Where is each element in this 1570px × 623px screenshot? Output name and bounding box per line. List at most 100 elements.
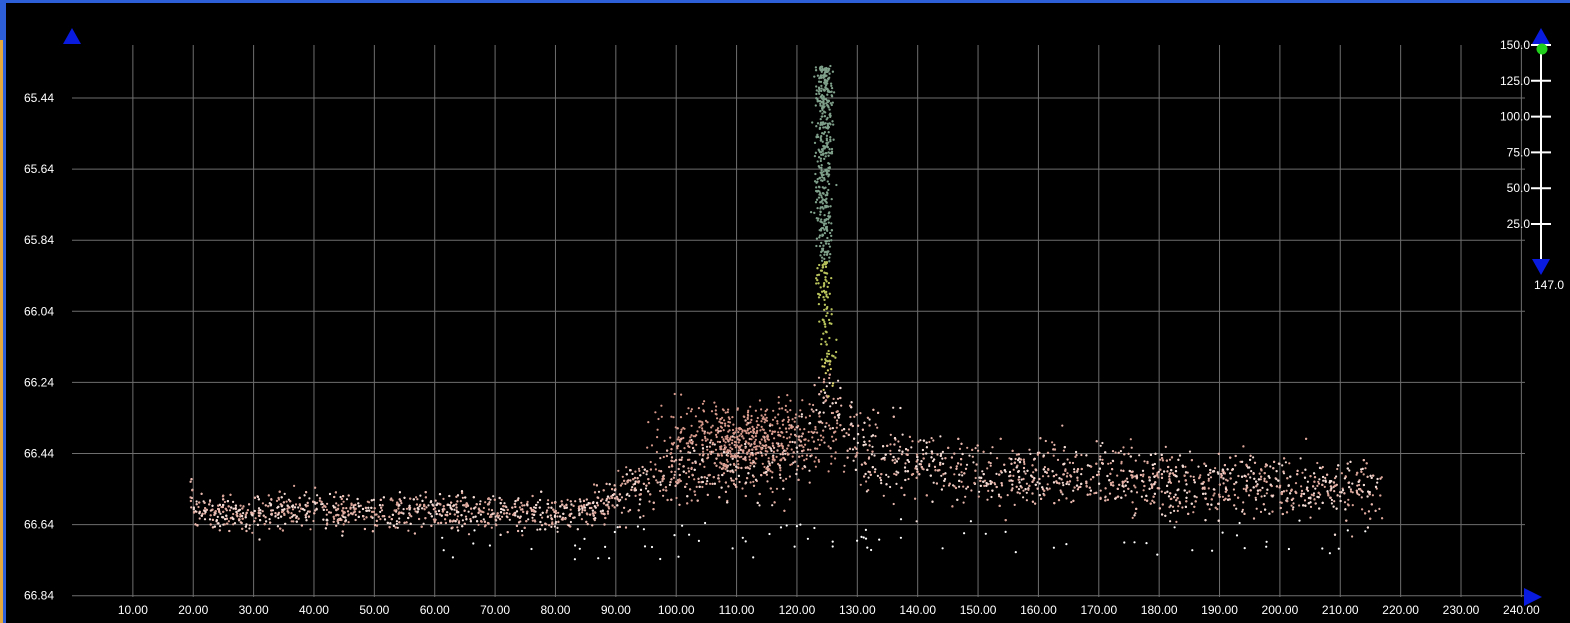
scatter-point [217,522,220,525]
scatter-point [1204,492,1207,495]
scatter-point [1012,474,1015,477]
scatter-point [1031,500,1034,503]
scatter-point [1323,485,1326,488]
scatter-point [361,507,365,511]
scatter-point [232,500,235,503]
scatter-point [889,433,892,436]
scatter-point [1058,482,1061,485]
scatter-point [379,518,382,521]
scatter-point [313,501,316,504]
scatter-point [209,514,212,517]
scatter-point [1207,487,1210,490]
scatter-point [559,515,562,518]
scatter-point [911,440,914,443]
scatter-point [394,526,397,529]
scatter-point [222,516,225,519]
scatter-point [1041,488,1045,491]
scatter-point [625,466,628,469]
scatter-point [1286,497,1289,500]
scatter-point [1329,485,1332,488]
scatter-point [695,485,698,488]
scatter-point [857,433,860,436]
scatter-point [427,511,430,514]
scatter-point [769,447,772,450]
scatter-point [218,529,221,532]
scatter-point [232,523,235,526]
scatter-point [224,518,227,521]
scatter-point [955,467,958,470]
scatter-point [836,419,839,422]
scatter-point [1099,444,1102,447]
scatter-point [1051,441,1054,444]
scatter-point [1260,475,1263,478]
scatter-point [464,515,468,518]
scatter-point [765,473,769,476]
scatter-point [639,516,642,519]
scatter-point [1343,501,1347,504]
scatter-point [434,510,437,513]
scatter-point [1360,470,1363,473]
scatter-point [479,500,482,503]
scatter-point [341,509,344,512]
scatter-point [1304,468,1307,471]
scatter-point [532,509,535,512]
scatter-point [1330,480,1333,483]
scatter-point [280,496,283,499]
scatter-point [901,450,904,453]
scatter-point [742,457,745,461]
scatter-point [1222,477,1225,480]
scatter-point [550,525,553,529]
scatter-point [552,508,555,511]
scatter-point [578,512,581,515]
scatter-point [349,506,352,509]
scatter-point [1098,482,1101,485]
scatter-point [1076,468,1080,471]
scatter-point [958,485,961,488]
scatter-point [980,476,983,479]
scatter-point [1316,484,1319,487]
scatter-point [1062,449,1065,452]
scatter-point [729,450,732,453]
scatter-point [771,490,774,494]
scatter-point [501,508,505,511]
scatter-point [843,464,846,467]
scatter-point [1160,490,1163,493]
scatter-point [1379,477,1382,480]
scatter-point [721,473,724,477]
scatter-point [760,474,763,477]
scatter-point [899,445,902,448]
scatter-point [381,504,384,507]
scatter-point [1065,482,1068,485]
scatter-point [703,430,706,433]
scatter-point [1280,501,1283,504]
scatter-point [779,453,782,456]
scatter-point [1364,467,1367,470]
scatter-point [561,516,565,519]
scatter-point [851,448,855,451]
scatter-point [1036,481,1039,484]
scatter-point [889,449,892,452]
scatter-point [378,504,382,507]
scatter-point [638,469,641,472]
scatter-point [218,503,221,506]
scatter-point [1013,461,1016,464]
scatter-point [588,506,592,510]
scatter-point [1262,503,1265,506]
scatter-point [621,475,624,478]
scatter-point [511,506,514,509]
scatter-point [973,481,976,485]
scatter-point [337,514,340,517]
scatter-point [332,520,335,523]
scatter-point [613,506,616,509]
scatter-point [874,435,877,438]
scatter-point [1065,497,1068,500]
scatter-point [713,462,716,465]
scatter-point [1056,458,1060,461]
scatter-point [585,498,588,501]
scatter-point [341,530,344,533]
scatter-point [1038,451,1041,454]
scatter-point [1248,466,1251,469]
scatter-point [564,517,567,521]
scatter-point [589,513,592,516]
scatter-point [895,473,898,476]
